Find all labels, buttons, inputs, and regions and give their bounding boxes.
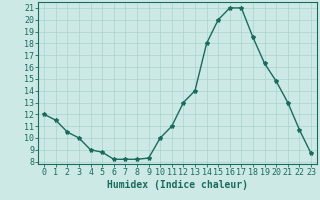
X-axis label: Humidex (Indice chaleur): Humidex (Indice chaleur) <box>107 180 248 190</box>
